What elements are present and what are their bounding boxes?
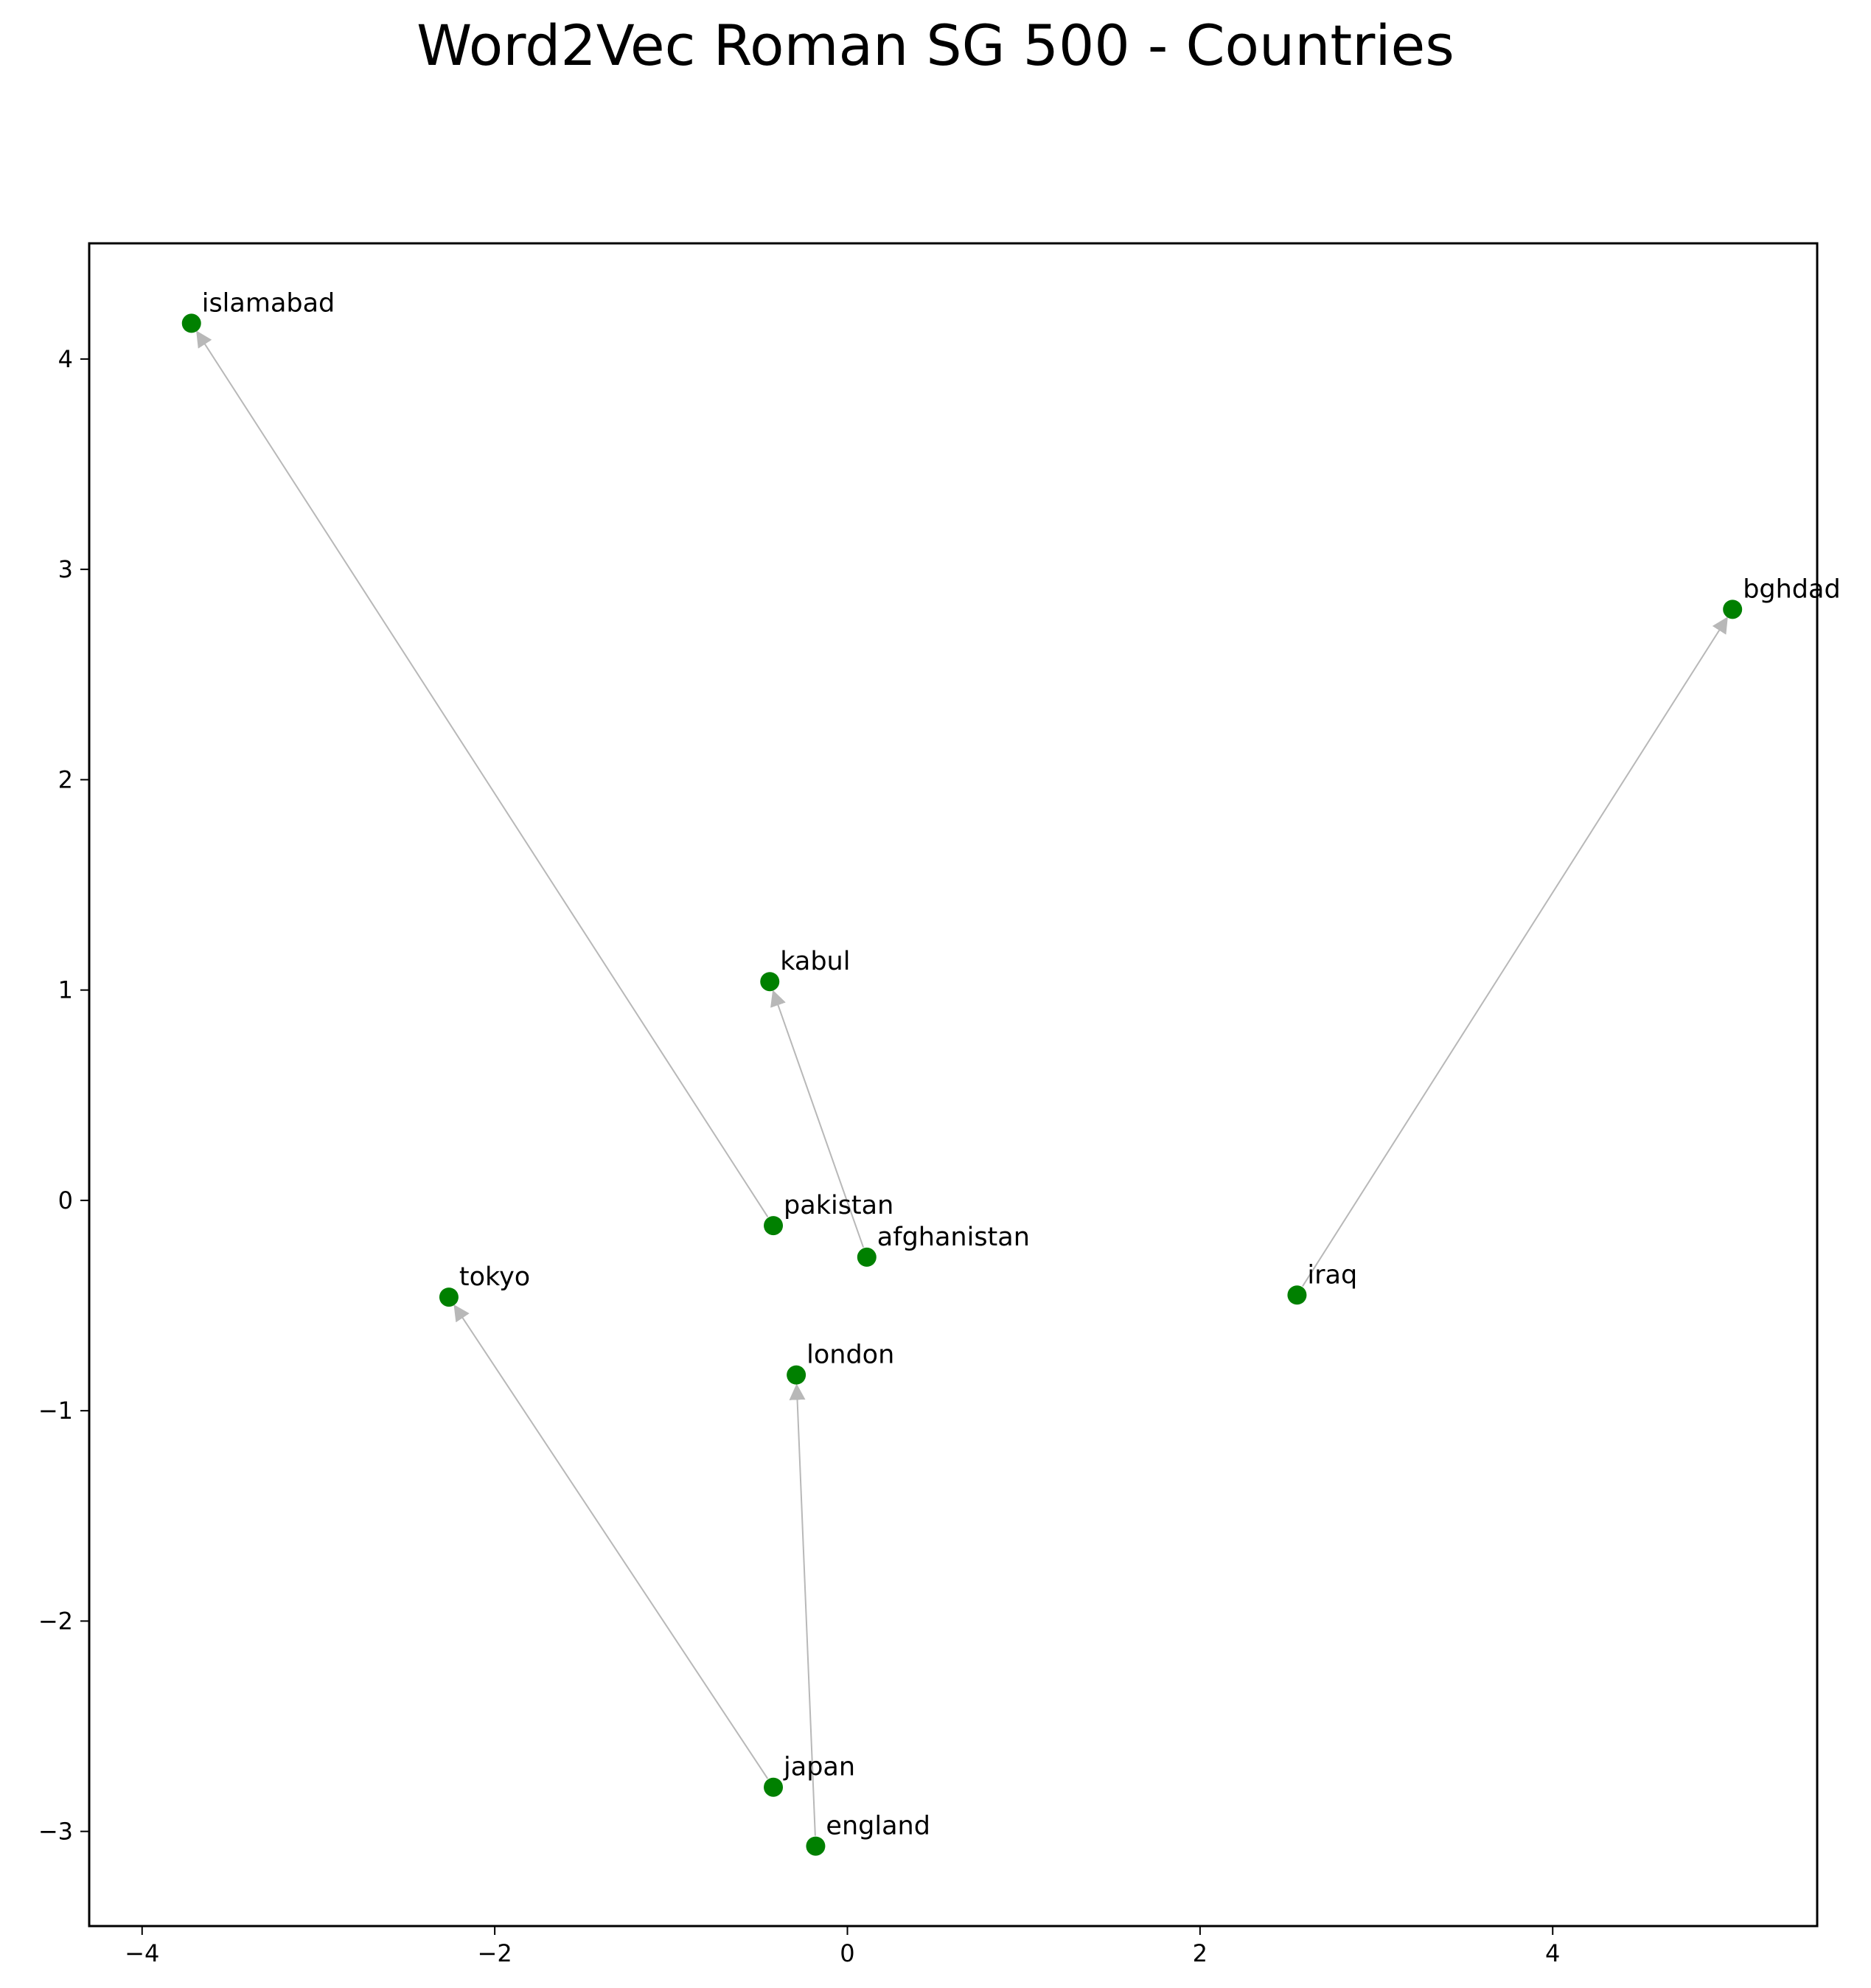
point-bghdad [1723, 599, 1743, 619]
point-label-afghanistan: afghanistan [877, 1223, 1030, 1252]
x-tick-label: 4 [1545, 1939, 1560, 1967]
arrow-pakistan-to-islamabad [196, 330, 769, 1217]
point-iraq [1287, 1285, 1307, 1305]
points-layer [181, 313, 1743, 1856]
y-tick-label: 2 [58, 765, 73, 793]
arrow-iraq-to-bghdad [1302, 616, 1728, 1287]
point-pakistan [764, 1216, 784, 1236]
point-label-pakistan: pakistan [784, 1191, 893, 1220]
point-label-bghdad: bghdad [1743, 574, 1841, 604]
x-tick-label: 0 [840, 1939, 854, 1967]
point-label-japan: japan [783, 1753, 855, 1782]
point-afghanistan [857, 1247, 877, 1267]
arrow-england-to-london [789, 1383, 816, 1836]
point-label-england: england [826, 1812, 930, 1841]
arrow-japan-to-tokyo [453, 1304, 769, 1779]
point-japan [764, 1777, 784, 1797]
y-tick-label: −1 [38, 1397, 73, 1425]
arrows-layer [196, 330, 1728, 1836]
point-label-kabul: kabul [780, 947, 850, 976]
arrow-afghanistan-to-kabul [770, 990, 865, 1248]
point-england [806, 1836, 826, 1856]
point-tokyo [439, 1287, 459, 1307]
x-tick-label: −2 [478, 1939, 512, 1967]
point-kabul [760, 972, 780, 992]
x-tick-label: 2 [1193, 1939, 1208, 1967]
y-tick-label: −2 [38, 1607, 73, 1635]
x-tick-label: −4 [125, 1939, 159, 1967]
chart-title: Word2Vec Roman SG 500 - Countries [417, 13, 1454, 78]
point-label-tokyo: tokyo [459, 1262, 530, 1292]
y-tick-label: 0 [58, 1186, 73, 1214]
point-label-london: london [806, 1341, 894, 1370]
point-label-islamabad: islamabad [202, 288, 335, 318]
point-islamabad [181, 313, 201, 333]
y-tick-label: 1 [58, 976, 73, 1004]
labels-layer: islamabad bghdad kabul pakistan afghanistan t… [202, 288, 1841, 1841]
point-london [787, 1365, 806, 1385]
point-label-iraq: iraq [1307, 1260, 1357, 1290]
y-tick-label: 4 [58, 345, 73, 373]
ticks-layer: −4 −2 0 2 4 −3 −2 −1 0 1 2 3 4 [38, 345, 1561, 1967]
y-tick-label: −3 [38, 1818, 73, 1846]
plot-frame [88, 242, 1819, 1928]
y-tick-label: 3 [58, 555, 73, 583]
